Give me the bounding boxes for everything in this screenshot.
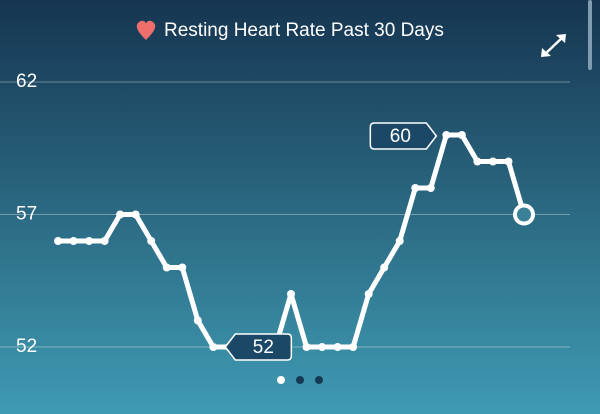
point <box>209 343 218 351</box>
point <box>302 343 311 351</box>
point <box>116 210 125 219</box>
point <box>395 237 404 245</box>
point <box>442 131 451 139</box>
point <box>54 237 62 245</box>
point <box>318 343 327 351</box>
point <box>85 237 94 245</box>
point <box>131 210 140 219</box>
page-dot[interactable] <box>315 376 323 384</box>
y-tick-label: 62 <box>16 71 37 92</box>
heart-icon <box>136 20 156 40</box>
plot-area: 52 57 62 60 52 <box>0 71 570 361</box>
point <box>488 157 497 166</box>
point <box>193 316 202 325</box>
point <box>100 237 109 245</box>
data-label: 60 <box>390 126 411 147</box>
point <box>333 343 342 351</box>
chart-title: Resting Heart Rate Past 30 Days <box>164 20 444 41</box>
point <box>162 263 171 272</box>
point <box>504 157 513 166</box>
y-tick-label: 57 <box>16 204 37 225</box>
point <box>178 263 187 272</box>
page-dot[interactable] <box>296 376 304 384</box>
point <box>473 157 482 166</box>
point <box>513 203 535 226</box>
point <box>457 131 466 139</box>
point <box>380 263 389 272</box>
point <box>364 290 373 298</box>
point <box>287 290 295 298</box>
scrollbar <box>588 0 592 70</box>
page-dot[interactable] <box>277 376 285 384</box>
point <box>411 184 420 192</box>
data-label-box <box>224 333 293 361</box>
data-label: 52 <box>253 337 274 358</box>
y-tick-label: 52 <box>16 336 37 357</box>
point <box>147 237 156 245</box>
point <box>69 237 78 245</box>
data-label-box <box>369 122 438 150</box>
point <box>349 343 358 351</box>
point <box>426 184 435 192</box>
expand-icon[interactable] <box>541 34 566 57</box>
